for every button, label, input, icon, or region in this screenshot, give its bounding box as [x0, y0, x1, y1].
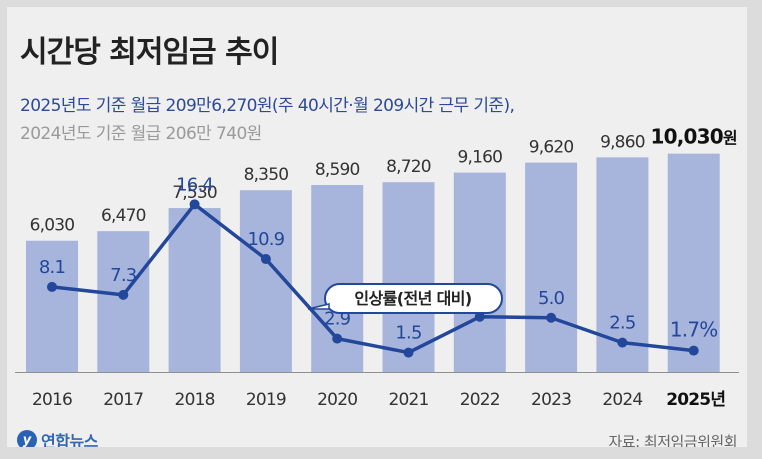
chart-card: 시간당 최저임금 추이 2025년도 기준 월급 209만6,270원(주 40… [7, 7, 747, 447]
x-tick-label: 2024 [602, 390, 642, 410]
rate-point [617, 337, 628, 348]
bar [382, 182, 435, 372]
bar [168, 208, 221, 372]
bar-value-label: 8,350 [244, 165, 289, 185]
rate-value-label: 1.7% [670, 318, 718, 342]
x-tick-label: 2023 [531, 390, 571, 410]
yonhap-logo-icon: y [17, 430, 37, 447]
source-note: 자료: 최저임금위원회 [608, 433, 737, 447]
x-tick-label: 2021 [388, 390, 428, 410]
minimum-wage-chart: 6,030 6,470 7,530 8,350 8,590 8,720 9,160 9,620… [15, 125, 739, 410]
rate-value-label: 5.0 [538, 288, 565, 309]
rate-point [332, 333, 343, 344]
rate-point [688, 345, 699, 356]
bar-value-label: 8,590 [315, 160, 360, 180]
x-tick-label: 2022 [460, 390, 500, 410]
bar-value-label: 6,470 [101, 206, 146, 226]
rate-value-label: 16.4 [176, 174, 213, 195]
subtitle-2024: 2024년도 기준 월급 206만 740원 [20, 124, 262, 144]
rate-value-label: 10.9 [247, 229, 284, 250]
bar [97, 231, 150, 372]
x-tick-label: 2018 [175, 390, 215, 410]
bar [667, 153, 720, 372]
x-tick-label: 2019 [246, 390, 286, 410]
subtitle-2025: 2025년도 기준 월급 209만6,270원(주 40시간·월 209시간 근… [20, 96, 515, 116]
bar-value-label: 10,030원 [651, 125, 737, 149]
logo-text: 연합뉴스 [41, 432, 98, 447]
rate-value-label: 7.3 [110, 265, 137, 286]
legend-callout [324, 283, 503, 314]
rate-line [51, 202, 694, 355]
page-title: 시간당 최저임금 추이 [20, 35, 279, 70]
rate-value-label: 8.1 [39, 257, 65, 278]
bar-value-label: 9,160 [457, 148, 502, 168]
bar-value-label: 9,860 [600, 132, 645, 152]
bar [453, 172, 506, 372]
rate-value-label: 1.5 [395, 323, 421, 344]
rate-point [47, 281, 57, 292]
rate-point [260, 254, 271, 265]
x-tick-label: 2017 [103, 390, 143, 410]
bar-value-label: 9,620 [529, 138, 574, 158]
x-tick-label: 2025년 [666, 390, 725, 410]
bar-value-label: 8,720 [386, 157, 431, 177]
rate-point [118, 289, 129, 300]
bar [26, 240, 78, 372]
yonhap-logo: y 연합뉴스 [17, 428, 98, 447]
rate-point [546, 312, 557, 323]
legend-label: 인상률(전년 대비) [354, 289, 471, 308]
rate-value-label: 2.5 [609, 313, 635, 334]
rate-point [403, 347, 414, 358]
bar-value-label: 6,030 [30, 216, 75, 236]
legend-pointer [307, 303, 330, 310]
rate-point [474, 311, 485, 322]
bar-value-label: 7,530 [172, 183, 217, 203]
rate-point [189, 199, 200, 210]
bar [239, 190, 292, 372]
x-tick-label: 2020 [317, 390, 357, 410]
bar [525, 162, 578, 372]
x-tick-label: 2016 [32, 390, 72, 410]
